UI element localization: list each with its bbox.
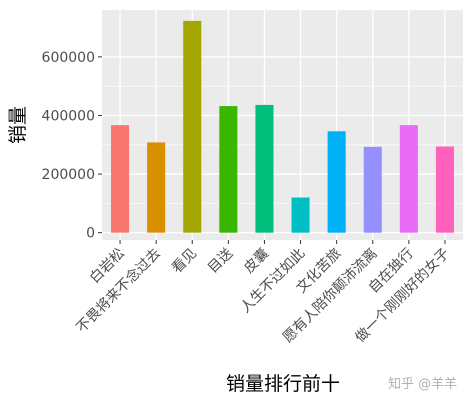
bar — [399, 125, 418, 233]
y-tick-label: 400000 — [42, 108, 95, 124]
y-tick-label: 200000 — [42, 167, 95, 183]
y-axis-label: 销量 — [7, 106, 29, 144]
x-tick-label: 皮囊 — [240, 245, 272, 277]
y-axis-ticks: 0 200000 400000 600000 — [42, 50, 102, 242]
bars — [111, 20, 454, 233]
bar — [327, 131, 346, 233]
bar — [435, 146, 454, 233]
bar — [183, 20, 202, 233]
bar — [363, 146, 382, 233]
bar — [111, 125, 130, 233]
y-tick-label: 600000 — [42, 50, 95, 66]
bar — [219, 106, 238, 233]
bar — [255, 104, 274, 233]
bar — [147, 142, 166, 233]
x-axis-label: 销量排行前十 — [226, 373, 340, 395]
watermark-text: 知乎 @羊羊 — [388, 376, 457, 392]
y-tick-label: 0 — [86, 226, 95, 242]
x-tick-label: 看见 — [169, 246, 200, 277]
x-tick-label: 目送 — [205, 246, 236, 277]
bar — [291, 197, 310, 233]
